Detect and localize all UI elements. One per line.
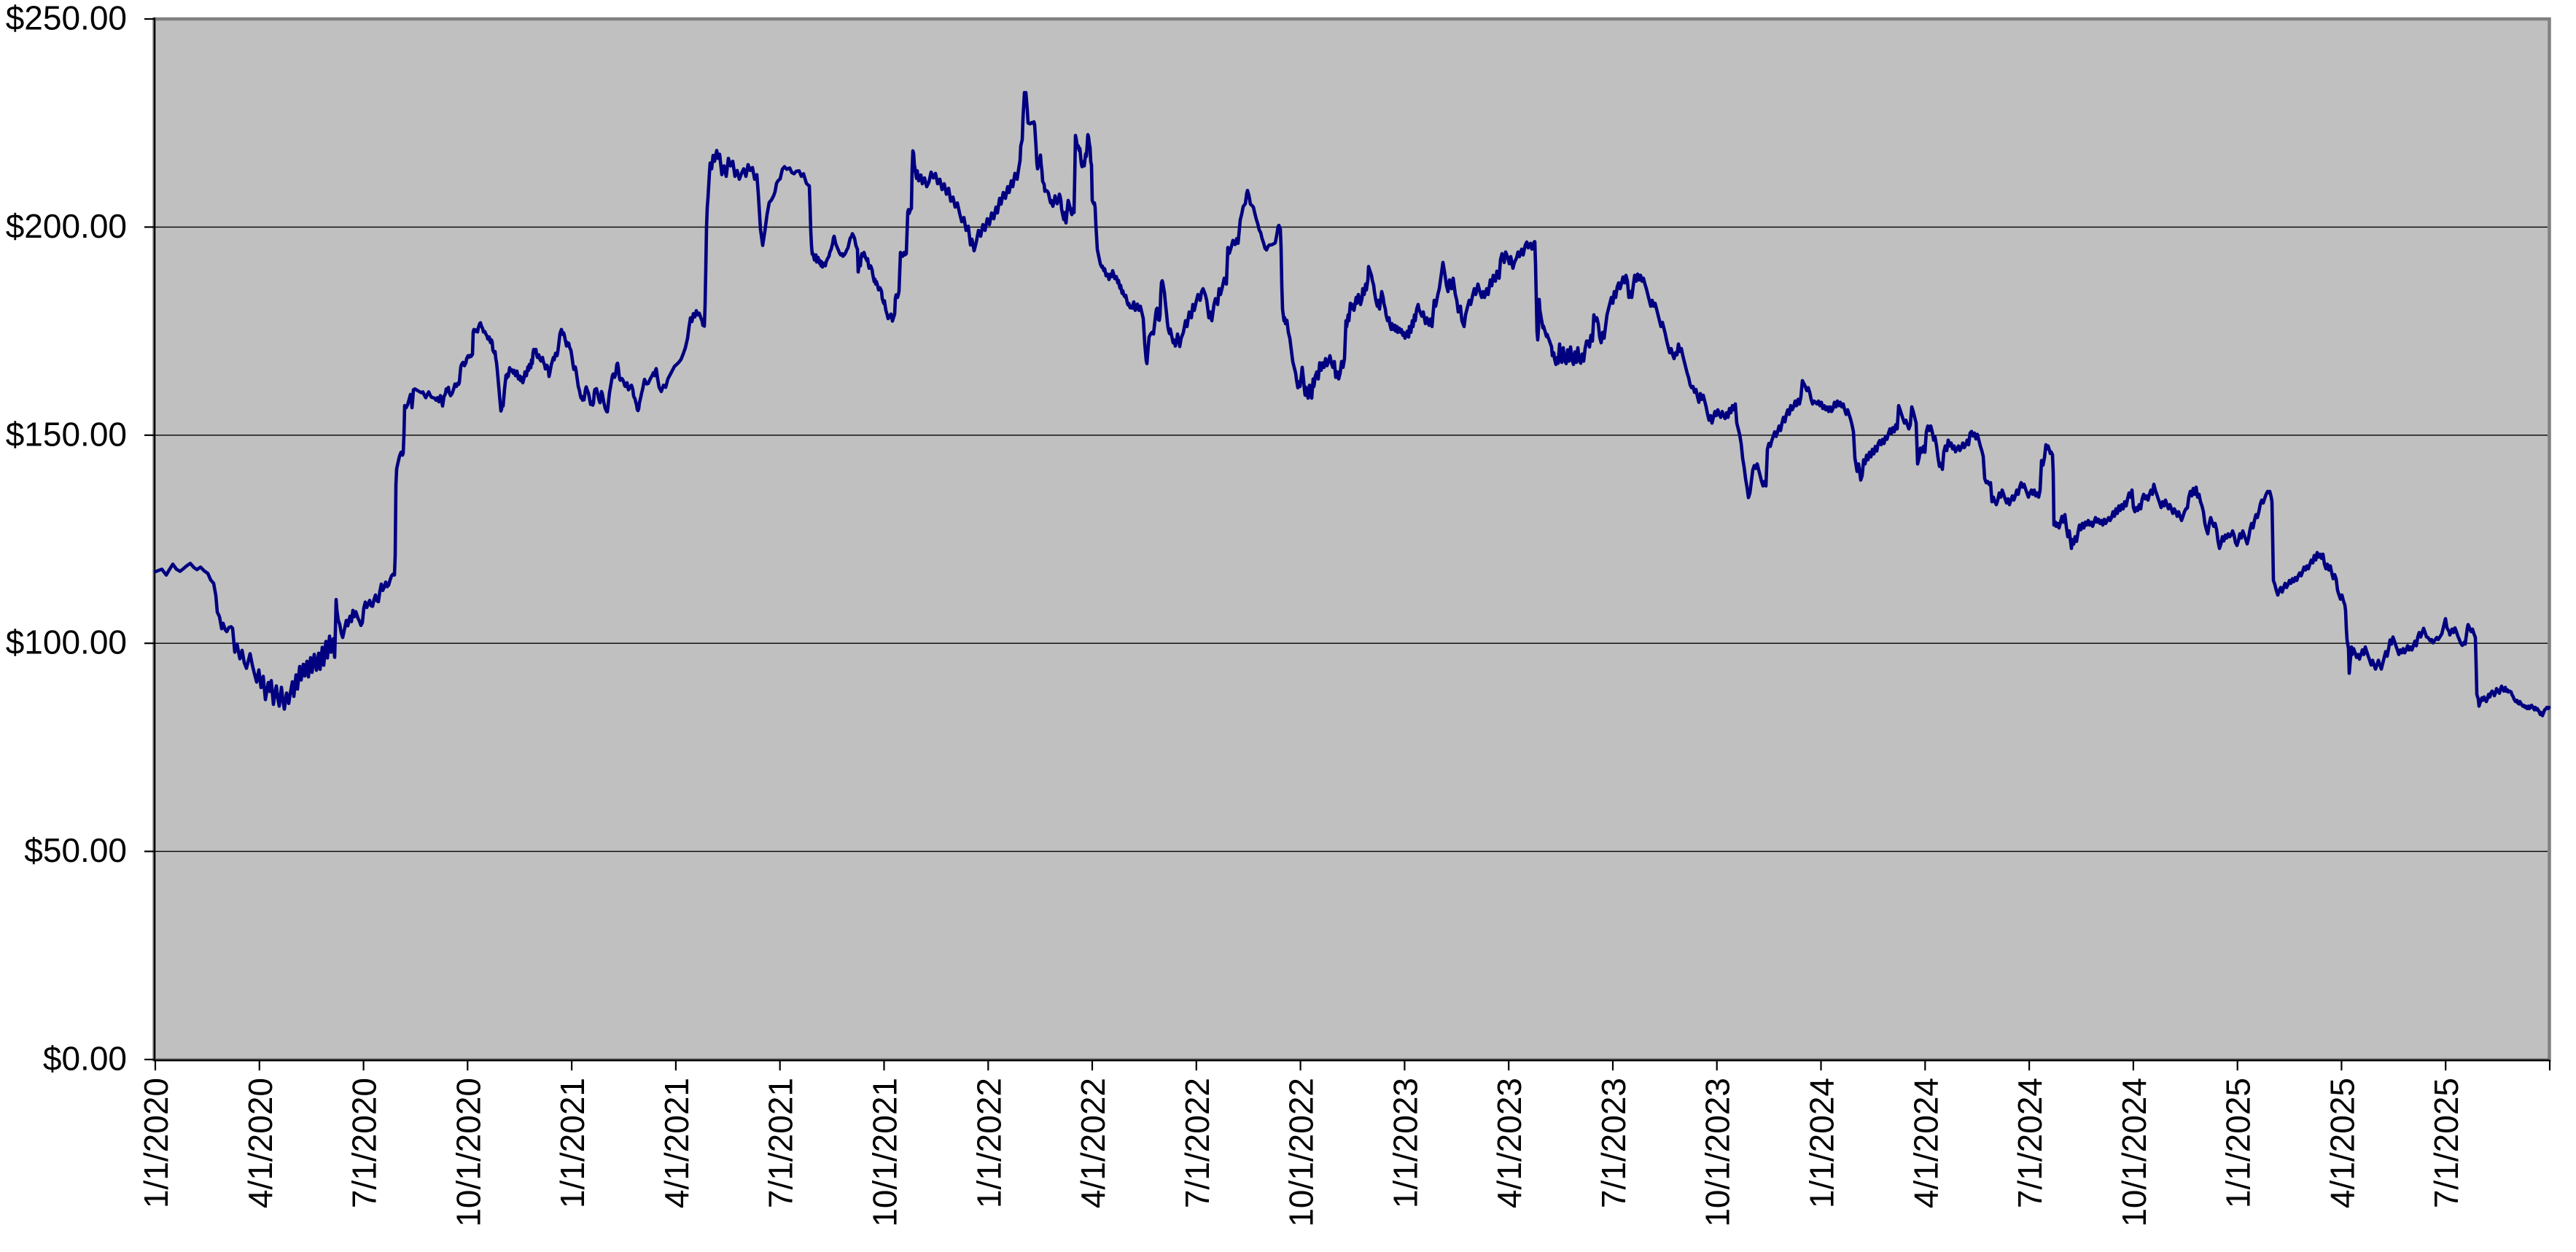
svg-text:4/1/2020: 4/1/2020	[241, 1078, 279, 1208]
svg-text:$150.00: $150.00	[6, 415, 127, 453]
svg-text:$200.00: $200.00	[6, 207, 127, 245]
svg-text:1/1/2020: 1/1/2020	[137, 1078, 175, 1208]
svg-text:4/1/2021: 4/1/2021	[658, 1078, 696, 1208]
svg-text:10/1/2024: 10/1/2024	[2115, 1078, 2153, 1227]
svg-text:10/1/2022: 10/1/2022	[1283, 1078, 1320, 1227]
svg-text:1/1/2023: 1/1/2023	[1386, 1078, 1424, 1208]
svg-text:$0.00: $0.00	[43, 1040, 127, 1078]
svg-text:$50.00: $50.00	[24, 831, 127, 869]
svg-text:1/1/2022: 1/1/2022	[970, 1078, 1008, 1208]
svg-text:4/1/2025: 4/1/2025	[2323, 1078, 2361, 1208]
svg-text:7/1/2021: 7/1/2021	[762, 1078, 800, 1208]
svg-text:4/1/2023: 4/1/2023	[1490, 1078, 1528, 1208]
svg-text:4/1/2024: 4/1/2024	[1907, 1078, 1945, 1208]
svg-text:7/1/2024: 7/1/2024	[2011, 1078, 2049, 1208]
svg-text:4/1/2022: 4/1/2022	[1074, 1078, 1112, 1208]
svg-text:7/1/2023: 7/1/2023	[1595, 1078, 1633, 1208]
svg-text:1/1/2021: 1/1/2021	[553, 1078, 591, 1208]
svg-text:10/1/2023: 10/1/2023	[1699, 1078, 1737, 1227]
svg-text:1/1/2025: 1/1/2025	[2219, 1078, 2257, 1208]
svg-text:1/1/2024: 1/1/2024	[1803, 1078, 1841, 1208]
svg-text:10/1/2020: 10/1/2020	[449, 1078, 487, 1227]
svg-text:7/1/2020: 7/1/2020	[346, 1078, 384, 1208]
svg-text:$100.00: $100.00	[6, 623, 127, 661]
svg-text:7/1/2025: 7/1/2025	[2427, 1078, 2465, 1208]
svg-text:$250.00: $250.00	[6, 0, 127, 37]
svg-text:10/1/2021: 10/1/2021	[866, 1078, 904, 1227]
svg-text:7/1/2022: 7/1/2022	[1178, 1078, 1216, 1208]
